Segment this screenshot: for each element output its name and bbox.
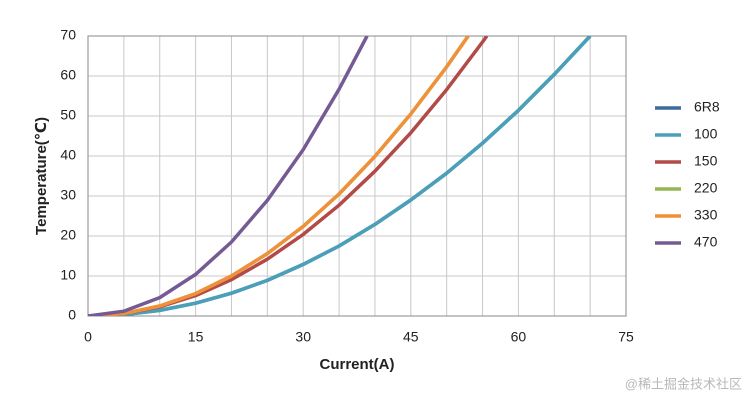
y-tick-label: 50 [60, 107, 76, 123]
y-tick-label: 20 [60, 227, 76, 243]
x-tick-label: 60 [511, 329, 527, 345]
series-line [88, 36, 470, 316]
series-line [88, 36, 489, 316]
legend-label: 150 [694, 153, 718, 169]
y-tick-label: 60 [60, 67, 76, 83]
legend-label: 470 [694, 234, 718, 250]
y-tick-label: 40 [60, 147, 76, 163]
y-tick-label: 30 [60, 187, 76, 203]
y-tick-label: 10 [60, 267, 76, 283]
x-tick-label: 75 [618, 329, 634, 345]
series-line [88, 36, 592, 316]
y-tick-label: 70 [60, 27, 76, 43]
series-line [88, 36, 369, 316]
legend-label: 220 [694, 180, 718, 196]
x-tick-label: 0 [84, 329, 92, 345]
y-tick-label: 0 [68, 307, 76, 323]
plot-border [87, 35, 627, 317]
legend-label: 6R8 [694, 99, 720, 115]
legend-label: 100 [694, 126, 718, 142]
x-tick-label: 15 [188, 329, 204, 345]
lines [88, 36, 592, 316]
x-axis-title: Current(A) [320, 356, 395, 373]
legend-label: 330 [694, 207, 718, 223]
x-tick-label: 30 [295, 329, 311, 345]
x-tick-label: 45 [403, 329, 419, 345]
y-axis-title: Temperature(℃) [33, 117, 50, 235]
watermark: @稀土掘金技术社区 [625, 376, 742, 391]
